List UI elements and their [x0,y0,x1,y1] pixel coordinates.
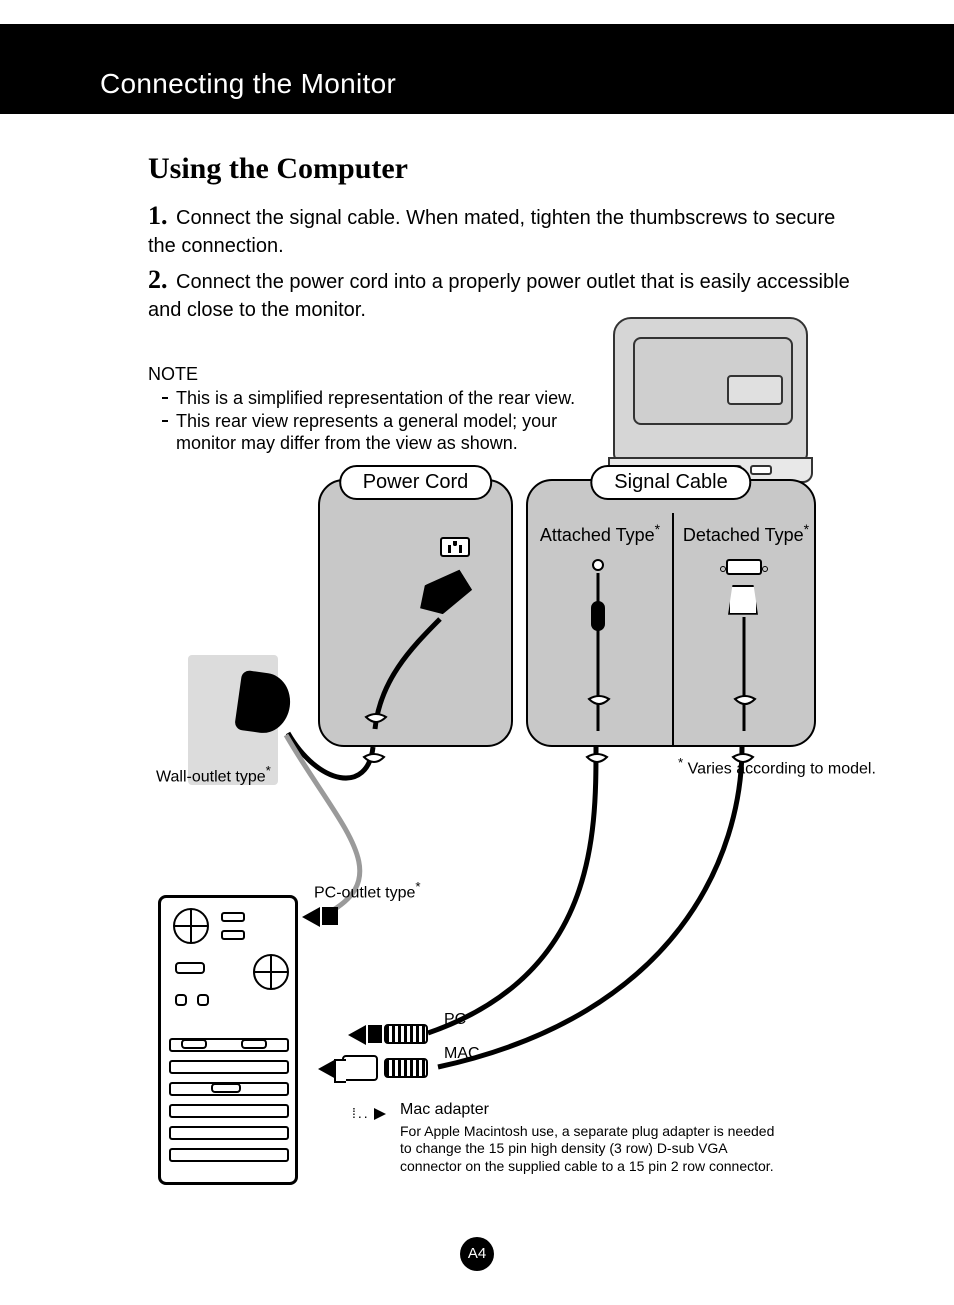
pc-tower-icon [158,895,298,1185]
note-block: NOTE This is a simplified representation… [148,364,608,455]
note-item: This rear view represents a general mode… [162,410,608,455]
monitor-icon [613,317,808,462]
mac-label: MAC [444,1045,480,1063]
note-item: This is a simplified representation of t… [162,387,608,410]
note-label: NOTE [148,364,608,385]
title-bar: Connecting the Monitor [0,24,954,114]
step-text: Connect the power cord into a properly p… [148,271,850,321]
mac-adapter-note: For Apple Macintosh use, a separate plug… [400,1123,780,1176]
manual-page: Connecting the Monitor Using the Compute… [0,24,954,1271]
dsub-connector-icon [384,1058,428,1078]
page-number: A4 [468,1245,486,1262]
step-number: 1. [148,198,176,233]
step-1: 1.Connect the signal cable. When mated, … [148,198,854,260]
varies-note: * Varies according to model. [678,755,876,778]
connection-diagram: Power Cord Signal Cable Attached Type* D… [138,455,954,1225]
step-number: 2. [148,262,176,297]
mac-adapter-icon [342,1055,378,1081]
page-title: Connecting the Monitor [100,68,396,100]
content-area: Using the Computer 1.Connect the signal … [0,114,954,1225]
step-2: 2.Connect the power cord into a properly… [148,262,854,324]
pc-outlet-label: PC-outlet type* [314,879,421,902]
steps-list: 1.Connect the signal cable. When mated, … [148,198,854,324]
note-list: This is a simplified representation of t… [148,387,608,455]
pc-label: PC [444,1011,466,1029]
wall-outlet-label: Wall-outlet type* [156,763,271,786]
dsub-connector-icon [384,1024,428,1044]
dotted-arrow-icon: ⁞.. [352,1105,386,1121]
arrow-icon [302,907,320,927]
section-heading: Using the Computer [148,152,854,186]
step-text: Connect the signal cable. When mated, ti… [148,207,835,257]
arrow-icon [348,1025,366,1045]
page-number-badge: A4 [460,1237,494,1271]
mac-adapter-label: Mac adapter [400,1101,489,1119]
